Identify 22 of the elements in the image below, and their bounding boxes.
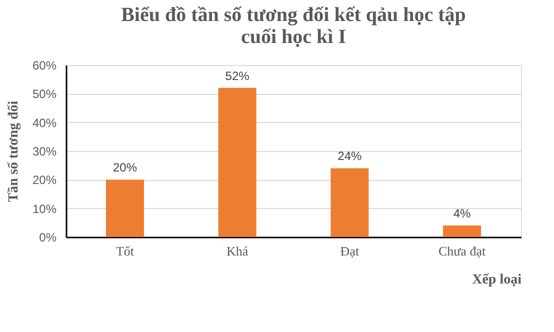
- y-tick-label: 30%: [32, 144, 57, 158]
- y-tick-label: 50%: [32, 87, 57, 102]
- y-axis-title: Tần số tương đối: [6, 100, 22, 202]
- x-tick-label: Đạt: [340, 244, 360, 258]
- y-tick-label: 60%: [32, 58, 57, 72]
- y-tick-label: 20%: [32, 173, 57, 188]
- x-tick-label: Chưa đạt: [438, 244, 486, 258]
- chart-title: Biểu đồ tần số tương đối kết qảu học tập cuối học kì I: [121, 4, 466, 48]
- bar: [443, 226, 482, 237]
- data-label: 24%: [338, 149, 362, 164]
- bar: [330, 168, 369, 237]
- y-tick-label: 0%: [39, 230, 57, 244]
- data-label: 20%: [112, 160, 138, 175]
- bar: [218, 88, 256, 237]
- x-axis-title: Xếp loại: [472, 272, 522, 288]
- y-tick-label: 10%: [32, 202, 57, 216]
- data-label: 52%: [225, 68, 250, 83]
- x-tick-label: Tốt: [116, 244, 134, 258]
- bar: [106, 180, 144, 237]
- y-tick-label: 40%: [32, 116, 57, 130]
- data-label: 4%: [453, 206, 472, 221]
- x-tick-label: Khá: [226, 244, 248, 258]
